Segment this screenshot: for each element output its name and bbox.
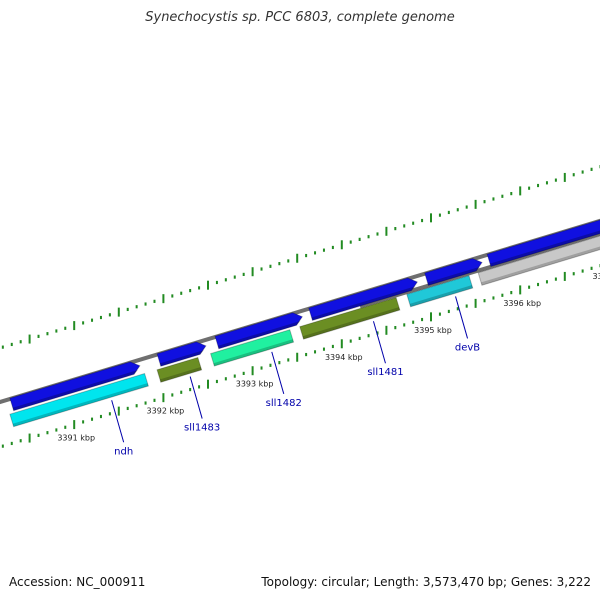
label-line-sll1481 — [372, 321, 386, 364]
tick-label: 3395 kbp — [414, 326, 452, 335]
gene-devB[interactable] — [406, 274, 474, 308]
gene-ndh[interactable] — [9, 372, 149, 428]
tick-label: 3394 kbp — [325, 353, 363, 362]
gene-sll1483[interactable] — [156, 356, 203, 383]
topology-text: Topology: circular; Length: 3,573,470 bp… — [261, 575, 591, 589]
gene-f6[interactable] — [486, 188, 600, 268]
gene-labels: ndhsll1483sll1482sll1481devBsll1477slr15… — [111, 296, 480, 457]
gene-label-sll1482[interactable]: sll1482 — [266, 398, 302, 409]
tick-label: 3397 kbp — [593, 272, 600, 281]
gene-sll1482[interactable] — [209, 329, 295, 367]
gene-label-sll1483[interactable]: sll1483 — [184, 423, 220, 434]
gene-sll1477[interactable] — [477, 203, 600, 286]
label-line-sll1483 — [189, 376, 203, 419]
label-line-devB — [455, 296, 469, 339]
tick-label: 3392 kbp — [147, 407, 185, 416]
backbone-inner-line — [359, 231, 600, 309]
gene-label-sll1481[interactable]: sll1481 — [367, 367, 403, 378]
accession-text: Accession: NC_000911 — [9, 575, 146, 589]
tick-label: 3391 kbp — [57, 434, 95, 443]
map-title: Synechocystis sp. PCC 6803, complete gen… — [145, 10, 455, 25]
gene-f3[interactable] — [214, 310, 304, 350]
label-line-sll1482 — [271, 351, 285, 395]
gene-features — [9, 188, 600, 428]
gene-f1[interactable] — [9, 360, 142, 412]
gene-label-devB[interactable]: devB — [455, 342, 480, 353]
label-line-ndh — [111, 400, 125, 443]
tick-dot-rows — [1, 165, 600, 448]
ruler-ticks: 3391 kbp 3392 kbp 3393 kbp 3394 kbp 3395 kbp… — [57, 272, 600, 443]
gene-f2[interactable] — [156, 340, 208, 367]
gene-f4[interactable] — [308, 276, 419, 322]
gene-f5[interactable] — [424, 256, 484, 287]
gene-label-ndh[interactable]: ndh — [114, 446, 133, 457]
tick-label: 3396 kbp — [503, 299, 541, 308]
gene-sll1481[interactable] — [299, 296, 401, 340]
tick-label: 3393 kbp — [236, 380, 274, 389]
